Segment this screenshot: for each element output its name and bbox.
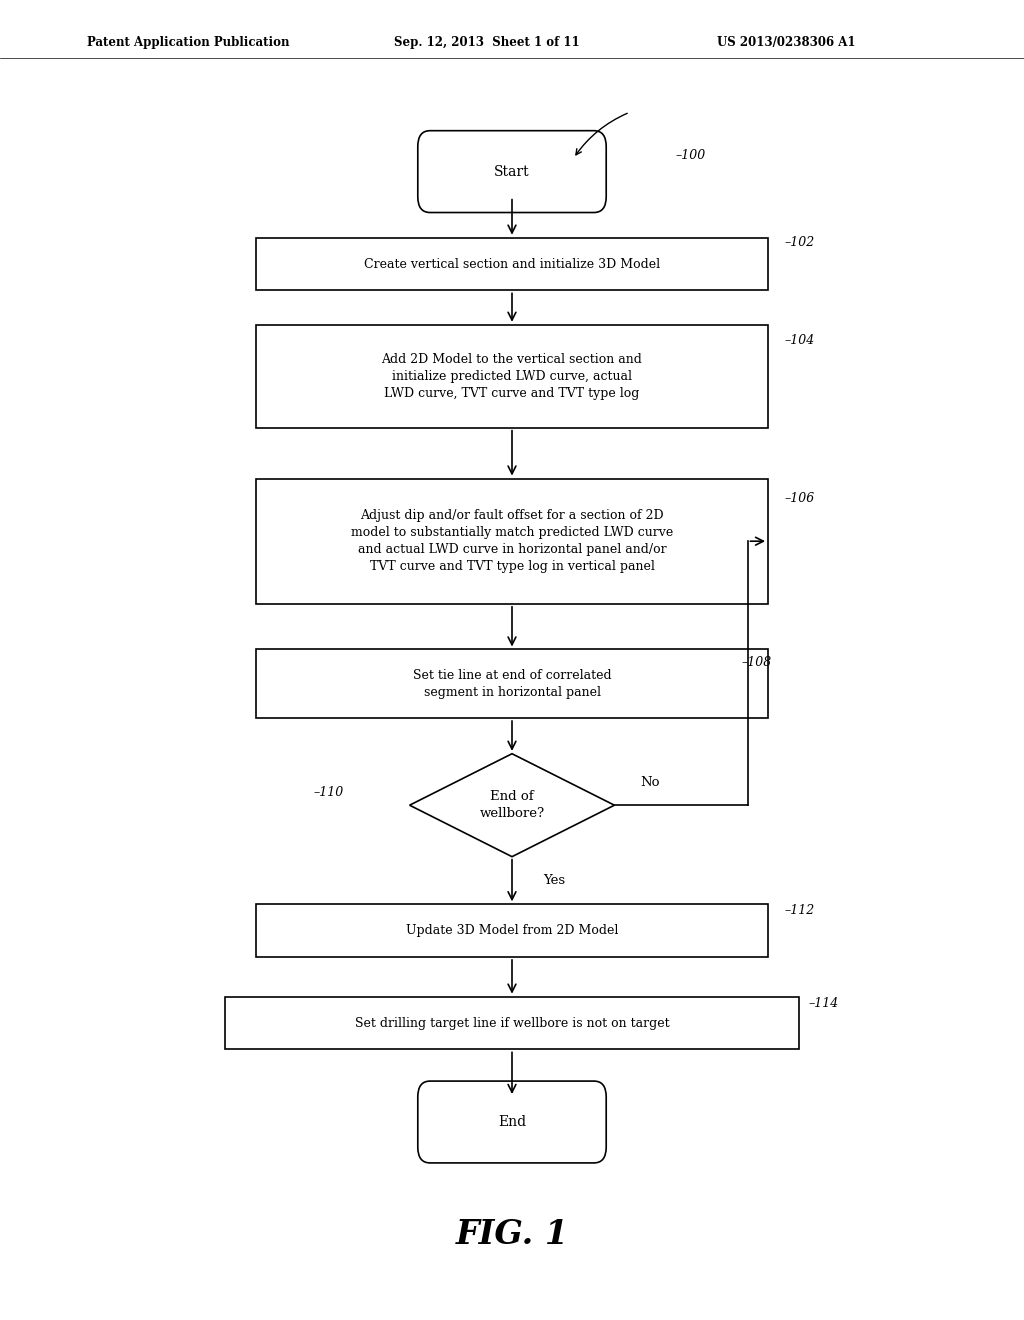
Text: FIG. 1: FIG. 1: [456, 1217, 568, 1251]
Bar: [256, 649, 768, 718]
Text: –102: –102: [784, 236, 815, 249]
Text: Adjust dip and/or fault offset for a section of 2D
model to substantially match : Adjust dip and/or fault offset for a sec…: [351, 510, 673, 573]
FancyBboxPatch shape: [418, 1081, 606, 1163]
Bar: [256, 325, 768, 428]
Text: No: No: [640, 776, 659, 789]
Bar: [256, 904, 768, 957]
Text: Start: Start: [495, 165, 529, 178]
Text: US 2013/0238306 A1: US 2013/0238306 A1: [717, 36, 855, 49]
Bar: [256, 238, 768, 290]
Text: –110: –110: [313, 785, 344, 799]
Text: End of
wellbore?: End of wellbore?: [479, 791, 545, 820]
Text: –104: –104: [784, 334, 815, 347]
Polygon shape: [410, 754, 614, 857]
Text: Patent Application Publication: Patent Application Publication: [87, 36, 290, 49]
Text: Create vertical section and initialize 3D Model: Create vertical section and initialize 3…: [364, 257, 660, 271]
Bar: [225, 997, 799, 1049]
Text: Yes: Yes: [543, 874, 565, 887]
Text: Sep. 12, 2013  Sheet 1 of 11: Sep. 12, 2013 Sheet 1 of 11: [394, 36, 580, 49]
Text: –112: –112: [784, 904, 815, 917]
Bar: [256, 479, 768, 605]
Text: Update 3D Model from 2D Model: Update 3D Model from 2D Model: [406, 924, 618, 937]
Text: –106: –106: [784, 492, 815, 506]
Text: End: End: [498, 1115, 526, 1129]
Text: Add 2D Model to the vertical section and
initialize predicted LWD curve, actual
: Add 2D Model to the vertical section and…: [382, 352, 642, 400]
Text: –114: –114: [809, 997, 840, 1010]
FancyBboxPatch shape: [418, 131, 606, 213]
Text: Set drilling target line if wellbore is not on target: Set drilling target line if wellbore is …: [354, 1016, 670, 1030]
Text: Set tie line at end of correlated
segment in horizontal panel: Set tie line at end of correlated segmen…: [413, 669, 611, 698]
Text: –100: –100: [676, 149, 707, 162]
Text: –108: –108: [741, 656, 772, 669]
